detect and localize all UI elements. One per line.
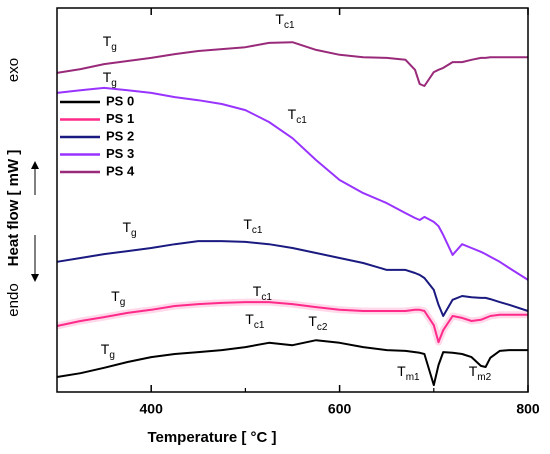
annotation-main: T xyxy=(253,283,262,299)
annotation-sub: m2 xyxy=(477,372,491,383)
annotation: Tm1 xyxy=(397,363,420,383)
x-tick-label: 600 xyxy=(328,401,352,417)
annotation-sub: g xyxy=(111,78,117,89)
annotation: Tg xyxy=(103,33,117,53)
annotation: Tc1 xyxy=(288,106,308,126)
annotation-sub: c1 xyxy=(261,292,272,303)
y-axis-label: Heat flow [ mW ] xyxy=(5,150,22,267)
annotation-sub: g xyxy=(109,350,115,361)
series-line xyxy=(56,86,529,281)
annotation-sub: c1 xyxy=(252,225,263,236)
annotation-main: T xyxy=(469,363,478,379)
annotation: Tc1 xyxy=(245,311,265,331)
legend-label: PS 4 xyxy=(106,163,135,178)
annotation: Tg xyxy=(103,69,117,89)
annotation: Tg xyxy=(101,341,115,361)
legend-label: PS 1 xyxy=(106,111,134,126)
plot-frame xyxy=(56,7,529,393)
annotation-main: T xyxy=(111,288,120,304)
annotation: Tc1 xyxy=(253,283,273,303)
annotation: Tc1 xyxy=(275,11,295,31)
series-line xyxy=(56,240,529,317)
annotation-main: T xyxy=(288,106,297,122)
annotation-main: T xyxy=(122,219,131,235)
annotation-sub: c1 xyxy=(284,20,295,31)
series-line xyxy=(56,301,528,344)
annotation: Tg xyxy=(111,288,125,308)
annotation: Tc2 xyxy=(308,313,328,333)
annotation-main: T xyxy=(103,69,112,85)
annotation-main: T xyxy=(101,341,110,357)
annotation-sub: g xyxy=(120,297,126,308)
annotation-sub: m1 xyxy=(406,372,420,383)
annotation-main: T xyxy=(275,11,284,27)
annotation-main: T xyxy=(308,313,317,329)
endo-label: endo xyxy=(5,283,22,316)
annotation-main: T xyxy=(245,311,254,327)
annotation: Tg xyxy=(122,219,136,239)
annotation-sub: g xyxy=(111,42,117,53)
annotation-sub: c1 xyxy=(296,115,307,126)
legend-label: PS 3 xyxy=(106,146,134,161)
annotation-main: T xyxy=(243,216,252,232)
annotation-main: T xyxy=(103,33,112,49)
x-tick-label: 400 xyxy=(140,401,164,417)
legend-label: PS 2 xyxy=(106,128,134,143)
annotation-main: T xyxy=(397,363,406,379)
annotation: Tc1 xyxy=(243,216,263,236)
legend-label: PS 0 xyxy=(106,93,134,108)
series-line xyxy=(56,41,528,87)
exo-label: exo xyxy=(5,58,22,82)
x-tick-label: 800 xyxy=(516,401,540,417)
annotation-sub: g xyxy=(131,228,137,239)
series-line xyxy=(56,339,528,387)
x-axis-label: Temperature [ °C ] xyxy=(147,429,276,446)
line-halo xyxy=(56,298,528,346)
annotation-sub: c2 xyxy=(317,322,328,333)
annotation-sub: c1 xyxy=(254,319,265,330)
annotation: Tm2 xyxy=(469,363,492,383)
